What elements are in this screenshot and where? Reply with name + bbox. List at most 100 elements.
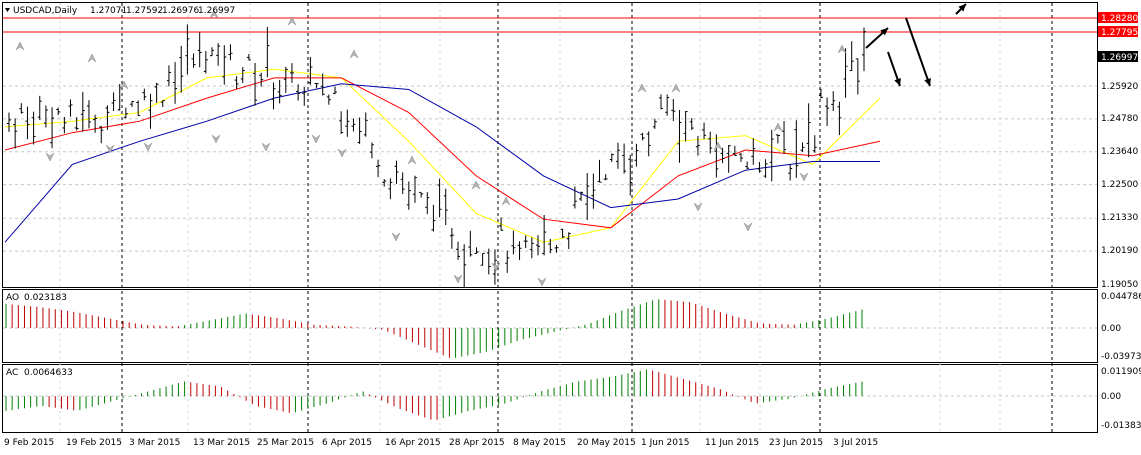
ohlc-bar (622, 143, 627, 174)
ohlc-bar (843, 48, 848, 98)
fractal-up-icon (119, 80, 129, 90)
date-label: 23 Jun 2015 (769, 438, 823, 448)
ohlc-bar (775, 134, 780, 144)
ohlc-bar (197, 32, 202, 68)
date-label: 16 Apr 2015 (385, 438, 441, 448)
price-tick: 1.20190 (1101, 246, 1138, 256)
forecast-arrow-icon (887, 51, 901, 87)
ohlc-bar (394, 160, 399, 184)
ohlc-bar (228, 44, 233, 61)
ohlc-bar (474, 247, 479, 255)
ohlc-bar (659, 94, 664, 110)
ohlc-bar (277, 79, 282, 104)
price-scale[interactable]: 1.28280 1.27795 1.26997 1.25920 1.24780 … (1098, 12, 1138, 290)
ohlc-bar (37, 95, 42, 120)
ohlc-bar (314, 82, 319, 89)
ohlc-bar (308, 56, 313, 85)
fractal-up-icon (671, 83, 681, 93)
date-label: 1 Jun 2015 (641, 438, 689, 448)
fractal-down-icon (311, 134, 321, 144)
ohlc-high: 1.27592 (126, 6, 163, 16)
ohlc-bar (665, 94, 670, 116)
ohlc-bar (702, 122, 707, 140)
fractal-down-icon (693, 202, 703, 212)
fractal-up-icon (15, 41, 25, 51)
ohlc-bar (572, 186, 577, 209)
ohlc-bar (43, 105, 48, 128)
price-tick: 1.28280 (1101, 14, 1138, 24)
ohlc-bar (726, 144, 731, 173)
ohlc-bar (695, 136, 700, 156)
ohlc-bar (93, 114, 98, 133)
ohlc-bar (468, 230, 473, 257)
ohlc-bar (849, 41, 854, 72)
ohlc-bar (19, 103, 24, 114)
ohlc-bar (529, 237, 534, 259)
ohlc-bar (80, 91, 85, 132)
ohlc-bar (566, 232, 571, 250)
collapse-triangle-icon[interactable] (5, 8, 10, 12)
ohlc-bar (419, 191, 424, 198)
ohlc-bar (738, 153, 743, 162)
ohlc-bar (363, 112, 368, 137)
ohlc-bar (751, 138, 756, 165)
ohlc-bar (591, 173, 596, 209)
ohlc-bar (376, 159, 381, 178)
ohlc-bar (388, 178, 393, 200)
arrow-head (880, 28, 888, 36)
ohlc-bar (523, 235, 528, 248)
ohlc-bar (634, 143, 639, 167)
level-label-bg (1098, 26, 1138, 37)
fractal-up-icon (87, 53, 97, 63)
date-label: 11 Jun 2015 (705, 438, 759, 448)
ohlc-bar (68, 99, 73, 117)
fractal-up-icon (349, 49, 359, 59)
ohlc-bar (357, 117, 362, 144)
ohlc-bar (542, 215, 547, 256)
fractal-down-icon (453, 274, 463, 284)
price-tick: 1.23640 (1101, 147, 1138, 157)
ohlc-bar (825, 97, 830, 127)
ohlc-bar (640, 132, 645, 141)
ohlc-bar (333, 86, 338, 95)
fractal-up-icon (501, 196, 511, 206)
ohlc-bar (136, 100, 141, 117)
fractal-down-icon (45, 152, 55, 162)
ohlc-bar (234, 76, 239, 89)
fractal-up-icon (287, 16, 297, 26)
ohlc-bar (209, 47, 214, 57)
ohlc-bar (148, 93, 153, 129)
ohlc-bar (708, 131, 713, 154)
ohlc-bar (806, 103, 811, 158)
fractal-up-icon (837, 44, 847, 54)
ohlc-bar (302, 86, 307, 106)
ohlc-bar (431, 204, 436, 232)
price-tick: 1.19050 (1101, 280, 1138, 290)
fractal-up-icon (773, 122, 783, 132)
grid (3, 85, 1097, 397)
ohlc-bar (339, 111, 344, 134)
ohlc-bar (683, 111, 688, 142)
arrow-shaft (905, 17, 931, 87)
ohlc-bar (216, 43, 221, 66)
forecast-arrow-icon (865, 27, 889, 49)
fractal-up-icon (713, 141, 723, 151)
ohlc-bar (240, 67, 245, 84)
ohlc-bar (812, 135, 817, 153)
fractal-up-icon (471, 180, 481, 190)
ohlc-bar (800, 142, 805, 152)
ohlc-bar (296, 84, 301, 101)
ohlc-bar (62, 116, 67, 134)
date-axis[interactable]: 9 Feb 2015 19 Feb 2015 3 Mar 2015 13 Mar… (4, 438, 878, 448)
ohlc-bar (689, 118, 694, 131)
ohlc-bar (56, 107, 61, 116)
ohlc-bar (597, 159, 602, 183)
arrow-head (924, 78, 931, 86)
ohlc-bar (732, 145, 737, 156)
fractal-down-icon (799, 172, 809, 182)
date-label: 13 Mar 2015 (193, 438, 250, 448)
ohlc-bar (763, 159, 768, 178)
ohlc-bar (628, 154, 633, 196)
